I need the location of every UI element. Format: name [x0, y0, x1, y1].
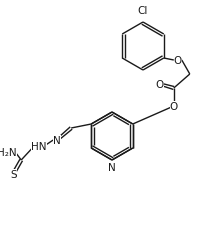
Text: S: S [10, 169, 17, 179]
Text: N: N [108, 162, 116, 172]
Text: Cl: Cl [138, 6, 148, 16]
Text: HN: HN [31, 141, 47, 151]
Text: N: N [53, 135, 61, 145]
Text: O: O [156, 80, 164, 90]
Text: O: O [170, 102, 178, 112]
Text: O: O [174, 56, 182, 66]
Text: O: O [170, 102, 178, 112]
Text: H₂N: H₂N [0, 147, 17, 157]
